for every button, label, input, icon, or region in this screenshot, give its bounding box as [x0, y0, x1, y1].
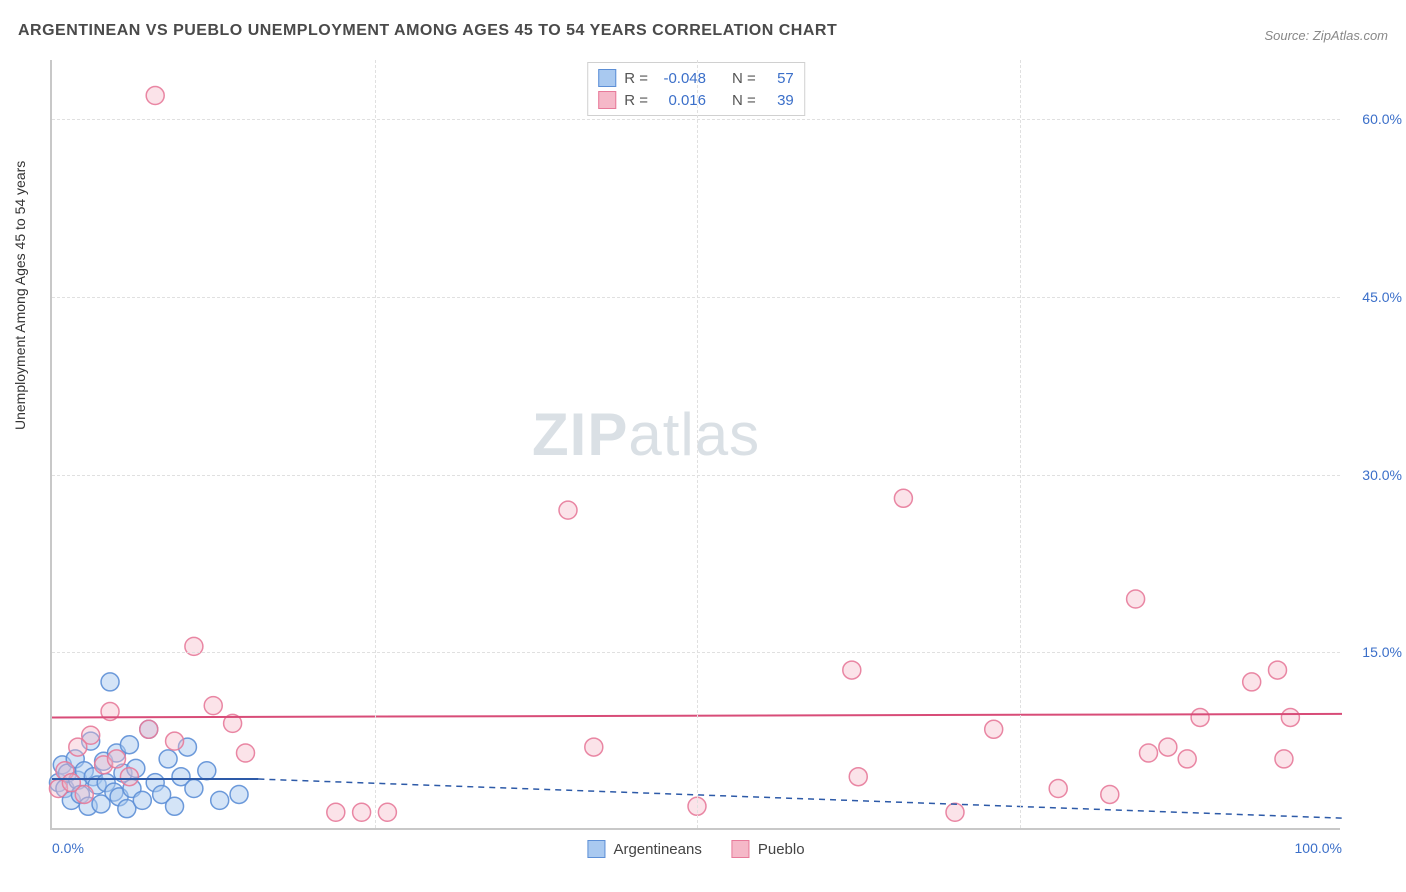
legend-label-pueblo: Pueblo — [758, 841, 805, 858]
data-point — [353, 803, 371, 821]
legend-swatch-pueblo — [732, 840, 750, 858]
data-point — [185, 780, 203, 798]
data-point — [327, 803, 345, 821]
chart-container: ARGENTINEAN VS PUEBLO UNEMPLOYMENT AMONG… — [0, 0, 1406, 892]
x-tick-label: 0.0% — [52, 840, 84, 856]
legend-label-argentineans: Argentineans — [613, 841, 701, 858]
data-point — [120, 736, 138, 754]
data-point — [559, 501, 577, 519]
data-point — [1101, 785, 1119, 803]
y-tick-label: 15.0% — [1362, 644, 1402, 660]
legend-item-pueblo: Pueblo — [732, 840, 805, 858]
legend-bottom: Argentineans Pueblo — [587, 840, 804, 858]
data-point — [166, 797, 184, 815]
data-point — [1140, 744, 1158, 762]
data-point — [378, 803, 396, 821]
data-point — [585, 738, 603, 756]
data-point — [237, 744, 255, 762]
trend-line-argentineans-dashed — [258, 779, 1342, 818]
data-point — [946, 803, 964, 821]
legend-item-argentineans: Argentineans — [587, 840, 701, 858]
data-point — [849, 768, 867, 786]
data-point — [1281, 708, 1299, 726]
data-point — [140, 720, 158, 738]
data-point — [230, 785, 248, 803]
data-point — [75, 785, 93, 803]
legend-swatch-argentineans — [587, 840, 605, 858]
source-attribution: Source: ZipAtlas.com — [1264, 28, 1388, 43]
data-point — [843, 661, 861, 679]
data-point — [1275, 750, 1293, 768]
data-point — [1178, 750, 1196, 768]
data-point — [108, 750, 126, 768]
chart-svg — [52, 60, 1340, 828]
data-point — [146, 87, 164, 105]
plot-area: ZIPatlas R = -0.048 N = 57 R = 0.016 N =… — [50, 60, 1340, 830]
y-axis-label: Unemployment Among Ages 45 to 54 years — [12, 161, 28, 430]
data-point — [159, 750, 177, 768]
y-tick-label: 45.0% — [1362, 289, 1402, 305]
data-point — [198, 762, 216, 780]
data-point — [101, 673, 119, 691]
y-tick-label: 30.0% — [1362, 467, 1402, 483]
data-point — [211, 791, 229, 809]
data-point — [204, 697, 222, 715]
data-point — [894, 489, 912, 507]
data-point — [985, 720, 1003, 738]
data-point — [1159, 738, 1177, 756]
data-point — [133, 791, 151, 809]
data-point — [1127, 590, 1145, 608]
x-tick-label: 100.0% — [1295, 840, 1342, 856]
data-point — [166, 732, 184, 750]
data-point — [82, 726, 100, 744]
data-point — [1269, 661, 1287, 679]
y-tick-label: 60.0% — [1362, 111, 1402, 127]
chart-title: ARGENTINEAN VS PUEBLO UNEMPLOYMENT AMONG… — [18, 22, 837, 40]
data-point — [120, 768, 138, 786]
data-point — [1049, 780, 1067, 798]
data-point — [1243, 673, 1261, 691]
data-point — [1191, 708, 1209, 726]
